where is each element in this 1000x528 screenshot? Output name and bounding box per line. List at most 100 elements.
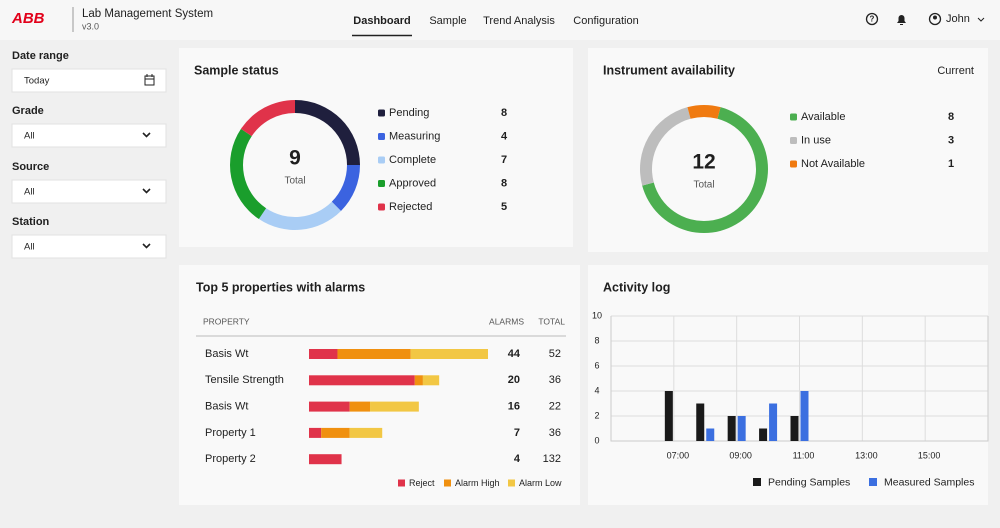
y-tick-label: 10 bbox=[592, 310, 602, 320]
legend-swatch bbox=[378, 109, 385, 117]
legend-value: 1 bbox=[948, 158, 954, 170]
alarm-count: 7 bbox=[514, 427, 520, 439]
legend-label: Alarm Low bbox=[519, 478, 562, 488]
legend-label: In use bbox=[801, 134, 831, 146]
legend-swatch bbox=[790, 137, 797, 144]
bar bbox=[800, 391, 809, 441]
card-title: Top 5 properties with alarms bbox=[196, 280, 365, 294]
y-tick-label: 4 bbox=[594, 385, 599, 395]
bar bbox=[790, 416, 799, 441]
filter-value[interactable]: Today bbox=[24, 76, 50, 87]
nav-item[interactable]: Configuration bbox=[573, 15, 638, 27]
card bbox=[588, 265, 988, 505]
user-name[interactable]: John bbox=[946, 13, 970, 25]
card-title: Activity log bbox=[603, 280, 670, 294]
alarm-count: 20 bbox=[508, 374, 520, 386]
legend-value: 5 bbox=[501, 201, 507, 213]
nav-item[interactable]: Sample bbox=[429, 15, 466, 27]
legend-label: Alarm High bbox=[455, 478, 500, 488]
legend-swatch bbox=[508, 479, 515, 487]
chevron bbox=[142, 188, 151, 194]
legend-value: 4 bbox=[501, 130, 508, 142]
x-tick-label: 07:00 bbox=[667, 450, 690, 460]
y-tick-label: 0 bbox=[594, 435, 599, 445]
nav-item[interactable]: Trend Analysis bbox=[483, 15, 555, 27]
alarm-bar bbox=[309, 349, 338, 359]
donut-segment bbox=[258, 201, 341, 230]
legend-swatch bbox=[790, 113, 797, 121]
filter-label: Grade bbox=[12, 105, 44, 117]
legend-value: 8 bbox=[501, 177, 507, 189]
filter-input[interactable] bbox=[11, 179, 167, 204]
mode: Current bbox=[937, 65, 974, 77]
total-count: 36 bbox=[549, 427, 561, 439]
legend-label: Measured Samples bbox=[884, 476, 974, 488]
alarm-bar bbox=[309, 454, 342, 465]
legend-swatch bbox=[378, 133, 385, 140]
version: v3.0 bbox=[82, 21, 99, 31]
user-caret[interactable] bbox=[977, 17, 985, 22]
legend-value: 8 bbox=[501, 107, 507, 119]
donut-segment bbox=[331, 165, 360, 211]
chevron bbox=[142, 243, 151, 249]
alarm-count: 44 bbox=[508, 348, 521, 360]
calendar-icon bbox=[144, 74, 155, 86]
filter-value[interactable]: All bbox=[24, 242, 35, 253]
column-header: TOTAL bbox=[538, 316, 565, 326]
bar bbox=[759, 428, 768, 441]
x-tick-label: 13:00 bbox=[855, 450, 878, 460]
total-count: 132 bbox=[543, 453, 561, 465]
user-icon[interactable] bbox=[928, 12, 942, 26]
alarm-bar bbox=[309, 401, 350, 412]
legend-swatch bbox=[869, 478, 877, 486]
filter-value[interactable]: All bbox=[24, 131, 35, 142]
nav-item[interactable]: Dashboard bbox=[353, 15, 410, 27]
donut-segment bbox=[230, 128, 267, 220]
alarm-count: 16 bbox=[508, 401, 520, 413]
legend-label: Pending bbox=[389, 107, 429, 119]
x-tick-label: 09:00 bbox=[729, 450, 752, 460]
legend-label: Reject bbox=[409, 478, 435, 488]
svg-text:?: ? bbox=[870, 15, 875, 24]
alarm-bar bbox=[321, 427, 350, 438]
legend-label: Not Available bbox=[801, 158, 865, 170]
alarm-count: 4 bbox=[514, 453, 521, 465]
total-label: Total bbox=[693, 180, 714, 191]
legend-value: 8 bbox=[948, 111, 954, 123]
legend-swatch bbox=[378, 203, 385, 211]
filter-value[interactable]: All bbox=[24, 187, 35, 198]
legend-swatch bbox=[378, 156, 385, 164]
property-name: Property 2 bbox=[205, 453, 256, 465]
card-title: Instrument availability bbox=[603, 63, 735, 77]
total-count: 52 bbox=[549, 348, 561, 360]
legend-value: 3 bbox=[948, 134, 954, 146]
legend-label: Approved bbox=[389, 177, 436, 189]
donut-segment bbox=[295, 100, 360, 165]
legend-label: Pending Samples bbox=[768, 476, 850, 488]
legend-swatch bbox=[790, 160, 797, 168]
alarm-bar bbox=[337, 349, 411, 359]
alarm-bar bbox=[414, 375, 423, 386]
filter-input[interactable] bbox=[11, 68, 167, 93]
alarm-bar bbox=[410, 349, 488, 359]
alarm-bar bbox=[422, 375, 440, 386]
bell-icon[interactable] bbox=[897, 15, 906, 25]
x-tick-label: 15:00 bbox=[918, 450, 941, 460]
legend-value: 7 bbox=[501, 154, 507, 166]
legend-label: Rejected bbox=[389, 201, 432, 213]
legend-label: Available bbox=[801, 111, 845, 123]
property-name: Property 1 bbox=[205, 427, 256, 439]
filter-input[interactable] bbox=[11, 234, 167, 259]
property-name: Tensile Strength bbox=[205, 374, 284, 386]
legend-swatch bbox=[753, 478, 761, 486]
bar bbox=[706, 428, 715, 441]
alarm-bar bbox=[309, 427, 322, 438]
alarm-bar bbox=[370, 401, 419, 412]
help-icon[interactable]: ? bbox=[865, 12, 879, 26]
header-bar bbox=[0, 0, 1000, 40]
filter-input[interactable] bbox=[11, 123, 167, 148]
y-tick-label: 6 bbox=[594, 360, 599, 370]
bar bbox=[737, 416, 746, 441]
filter-label: Station bbox=[12, 216, 50, 228]
